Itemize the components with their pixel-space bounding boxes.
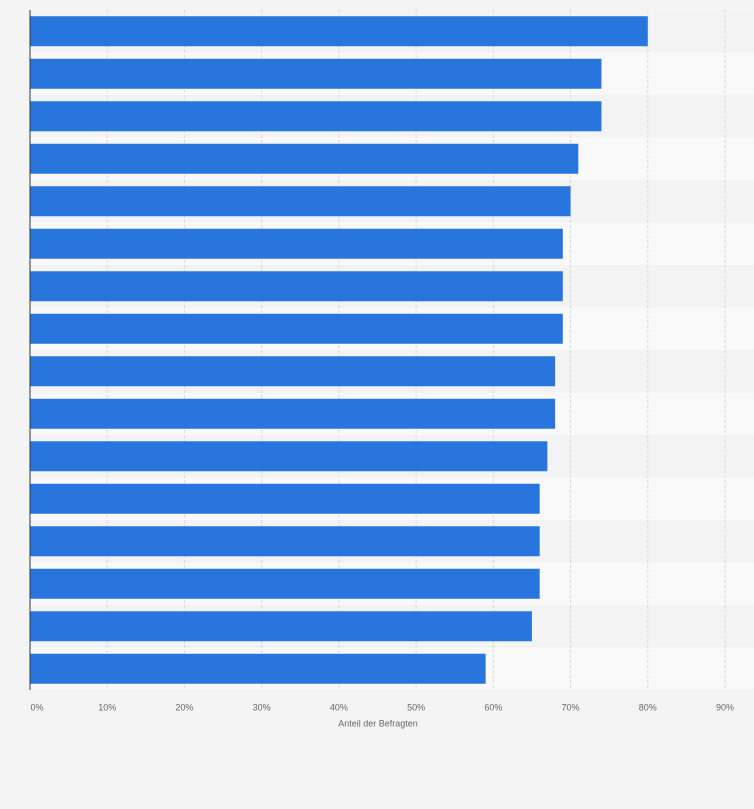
x-tick-label: 80%: [639, 702, 657, 712]
x-tick-label: 40%: [330, 702, 348, 712]
x-tick-label: 20%: [175, 702, 193, 712]
bar: [30, 58, 602, 89]
x-tick-label: 90%: [716, 702, 734, 712]
x-tick-label: 30%: [253, 702, 271, 712]
bar: [30, 398, 556, 429]
x-tick-label: 0%: [30, 702, 43, 712]
x-tick-label: 60%: [484, 702, 502, 712]
bar: [30, 356, 556, 387]
bar: [30, 186, 571, 217]
bar: [30, 441, 548, 472]
x-axis-label: Anteil der Befragten: [338, 718, 418, 728]
bar: [30, 526, 540, 557]
bar: [30, 16, 648, 47]
bar: [30, 101, 602, 132]
bar: [30, 313, 563, 344]
bar: [30, 611, 532, 642]
bar: [30, 653, 486, 684]
bar: [30, 271, 563, 302]
bar: [30, 228, 563, 259]
bar: [30, 483, 540, 514]
bar: [30, 568, 540, 599]
x-tick-label: 50%: [407, 702, 425, 712]
x-tick-label: 70%: [562, 702, 580, 712]
x-tick-label: 10%: [98, 702, 116, 712]
bar: [30, 143, 579, 174]
